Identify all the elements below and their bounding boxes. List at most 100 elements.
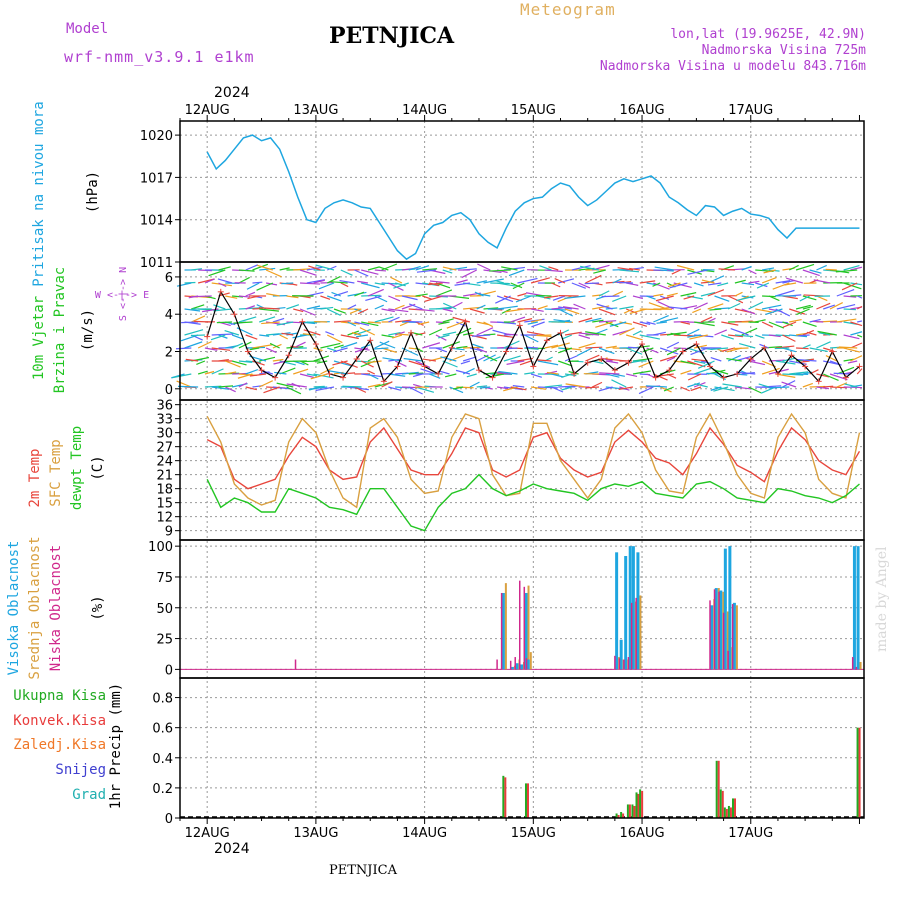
convective-rain-bar [633, 806, 635, 818]
wind-barb [656, 296, 674, 301]
wind-barb [826, 269, 837, 270]
wind-barb [816, 265, 826, 270]
wind-barb [477, 264, 490, 270]
wind-barb [293, 369, 308, 374]
wind-barb [742, 267, 752, 270]
wind-barb [796, 348, 808, 349]
wind-barb [733, 348, 749, 349]
low-cloud-bar [496, 660, 498, 670]
low-cloud-bar [628, 657, 630, 669]
wind-ylabel-1: 10m Vjetar [31, 296, 47, 380]
temperature-ytick-label: 36 [156, 399, 173, 414]
low-cloud-bar [714, 589, 716, 669]
precip-ytick-label: 0.2 [152, 782, 173, 797]
total-rain-bar [627, 804, 629, 818]
temperature-ytick-label: 24 [156, 455, 173, 470]
wind-barb [688, 374, 701, 380]
precip-frame [180, 678, 864, 818]
wind-barb [246, 370, 258, 374]
wind-barb [513, 386, 524, 387]
wind-barb [565, 356, 577, 361]
wind-barb [443, 319, 454, 322]
pressure-ytick-label: 1011 [140, 256, 173, 271]
wind-ytick-label: 4 [165, 308, 173, 323]
wind-barb [599, 373, 619, 374]
wind-barb [368, 267, 380, 270]
wind-barb [489, 270, 510, 271]
wind-barb [252, 282, 262, 283]
wind-barb [177, 283, 191, 286]
wind-barb [247, 283, 259, 289]
station-title: PETNJICA [329, 23, 455, 49]
wind-barb [796, 264, 814, 270]
cloud-ytick-label: 75 [156, 571, 173, 586]
wind-barb [443, 332, 456, 335]
model-elevation-label: Nadmorska Visina u modelu 843.716m [600, 59, 866, 74]
precip-ytick-label: 0.4 [152, 752, 173, 767]
wind-barb [539, 266, 551, 270]
wind-barb [850, 332, 862, 335]
total-rain-bar [631, 804, 633, 818]
mid-cloud-ylabel: Srednja Oblacnost [27, 536, 43, 679]
low-cloud-bar [619, 658, 621, 669]
model-label: Model [66, 21, 108, 37]
wind-barb [429, 329, 442, 335]
low-cloud-bar [723, 613, 725, 670]
dewpt-ylabel: dewpt Temp [69, 426, 85, 510]
low-cloud-bar [623, 660, 625, 670]
wind-barb [585, 283, 599, 284]
cloud-ytick-label: 50 [156, 602, 173, 617]
wind-barb [259, 317, 275, 322]
high-cloud-bar [615, 552, 618, 669]
wind-barb [212, 334, 234, 335]
convective-rain-bar [859, 728, 861, 818]
day-tick-bottom: 13AUG [293, 826, 338, 841]
wind-barb [246, 335, 258, 339]
wind-barb [592, 382, 602, 387]
wind-barb [375, 305, 384, 309]
wind-barb [719, 269, 735, 270]
wind-barb [536, 295, 551, 296]
wind-barb [742, 283, 754, 285]
watermark: made by Angel [874, 546, 890, 652]
wind-barb [619, 270, 639, 272]
wind-barb [185, 330, 203, 335]
wind-barb [461, 361, 470, 364]
wind-barb [857, 321, 862, 322]
wind-barb [803, 322, 817, 326]
precip-ytick-label: 0.6 [152, 722, 173, 737]
total-rain-bar [728, 806, 730, 818]
wind-barb [422, 343, 440, 348]
wind-barb [391, 277, 402, 283]
wind-direction-vertical: S <-|-> N [118, 267, 129, 321]
wind-barb [728, 303, 740, 309]
mid-cloud-bar [528, 586, 530, 670]
wind-barb [857, 335, 862, 337]
wind-ytick-label: 2 [165, 346, 173, 361]
precip-ytick-label: 0.8 [152, 692, 173, 707]
total-rain-bar [502, 776, 504, 818]
wind-barb [300, 283, 320, 284]
wind-barb [357, 281, 368, 283]
day-tick-bottom: 14AUG [402, 826, 447, 841]
wind-barb [850, 356, 862, 361]
wind-barb [191, 335, 205, 336]
wind-barb [416, 294, 428, 296]
total-rain-bar [525, 783, 527, 818]
low-cloud-bar [732, 604, 734, 669]
total-rain-bar [857, 728, 859, 818]
wind-barb [735, 280, 746, 283]
model-name: wrf-nmm_v3.9.1 e1km [64, 48, 255, 66]
mid-cloud-bar [736, 605, 738, 669]
low-cloud-bar [852, 657, 854, 669]
day-tick-bottom: 16AUG [620, 826, 665, 841]
total-rain-bar [724, 807, 726, 818]
low-cloud-bar [635, 598, 637, 669]
temperature-ytick-label: 12 [156, 511, 173, 526]
wind-barb [551, 308, 562, 309]
legend-zaledj: Zaledj.Kisa [13, 737, 106, 753]
wind-barb [303, 361, 321, 362]
pressure-unit: (hPa) [85, 171, 101, 213]
wind-barb [516, 296, 531, 302]
wind-barb [626, 335, 642, 340]
